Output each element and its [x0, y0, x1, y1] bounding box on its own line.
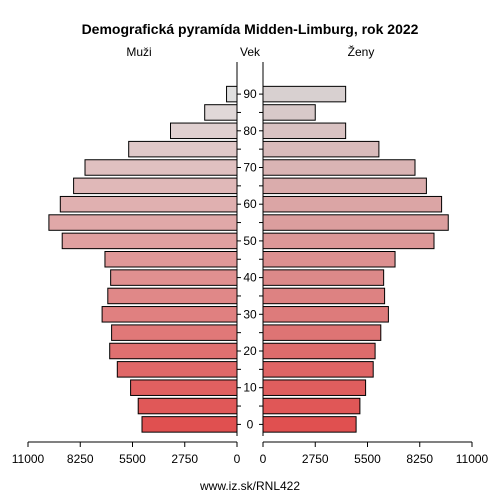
- female-value-tick-label: 8250: [406, 452, 433, 466]
- axes-group: 0 10 20 30 40 50 60 70 80 90 11000 8250 5500 2750 0 0 27…: [12, 62, 489, 466]
- female-value-tick-label: 11000: [456, 452, 489, 466]
- male-bar-25-29: [111, 324, 238, 341]
- male-bar-90+: [226, 85, 238, 103]
- male-bar-45-49: [104, 251, 238, 268]
- male-bar-75-79: [128, 140, 238, 158]
- age-tick-label: 50: [243, 234, 257, 248]
- age-tick-label: 0: [247, 417, 254, 431]
- male-bar-15-19: [116, 361, 238, 378]
- male-bar-65-69: [73, 177, 238, 195]
- female-bar-5-9: [262, 397, 361, 415]
- male-bar-85-89: [204, 104, 238, 121]
- male-bar-60-64: [59, 195, 238, 213]
- age-tick-label: 80: [243, 124, 257, 138]
- age-tick-label: 90: [243, 87, 257, 101]
- male-bar-10-14: [130, 379, 238, 396]
- age-tick-label: 70: [243, 161, 257, 175]
- chart-title: Demografická pyramída Midden-Limburg, ro…: [82, 21, 419, 37]
- male-label: Muži: [126, 45, 151, 59]
- female-bar-35-39: [262, 287, 386, 305]
- female-bar-30-34: [262, 306, 389, 323]
- male-value-tick-label: 0: [234, 452, 241, 466]
- female-bar-65-69: [262, 177, 427, 195]
- male-bar-55-59: [48, 214, 238, 231]
- female-bar-50-54: [262, 232, 435, 250]
- female-bar-75-79: [262, 140, 380, 158]
- male-bar-50-54: [61, 232, 238, 250]
- female-bar-55-59: [262, 214, 449, 231]
- age-tick-label: 60: [243, 197, 257, 211]
- age-tick-label: 40: [243, 271, 257, 285]
- female-bar-10-14: [262, 379, 367, 396]
- male-value-tick-label: 8250: [67, 452, 94, 466]
- female-bar-25-29: [262, 324, 382, 341]
- female-bar-0-4: [262, 416, 357, 433]
- male-bar-0-4: [141, 416, 238, 433]
- female-bar-45-49: [262, 251, 396, 268]
- female-bar-20-24: [262, 342, 376, 360]
- age-tick-label: 20: [243, 344, 257, 358]
- female-label: Ženy: [348, 44, 375, 59]
- female-value-tick-label: 2750: [302, 452, 329, 466]
- female-bar-60-64: [262, 195, 443, 213]
- male-bar-30-34: [101, 306, 238, 323]
- female-value-tick-label: 5500: [354, 452, 381, 466]
- age-tick-label: 10: [243, 381, 257, 395]
- age-tick-label: 30: [243, 307, 257, 321]
- male-bar-80-84: [170, 122, 238, 140]
- male-value-tick-label: 2750: [171, 452, 198, 466]
- male-bar-5-9: [137, 397, 238, 415]
- male-bar-40-44: [110, 269, 238, 286]
- age-label: Vek: [240, 45, 261, 59]
- male-value-tick-label: 5500: [119, 452, 146, 466]
- male-bar-20-24: [109, 342, 238, 360]
- male-bar-70-74: [84, 159, 238, 176]
- female-bar-15-19: [262, 361, 374, 378]
- female-bar-85-89: [262, 104, 316, 121]
- female-bar-70-74: [262, 159, 416, 176]
- footer-url: www.iz.sk/RNL422: [199, 479, 300, 493]
- male-value-tick-label: 11000: [12, 452, 45, 466]
- female-bar-80-84: [262, 122, 347, 140]
- female-value-tick-label: 0: [260, 452, 267, 466]
- male-bar-35-39: [107, 287, 238, 305]
- female-bar-40-44: [262, 269, 385, 286]
- female-bar-90+: [262, 85, 347, 103]
